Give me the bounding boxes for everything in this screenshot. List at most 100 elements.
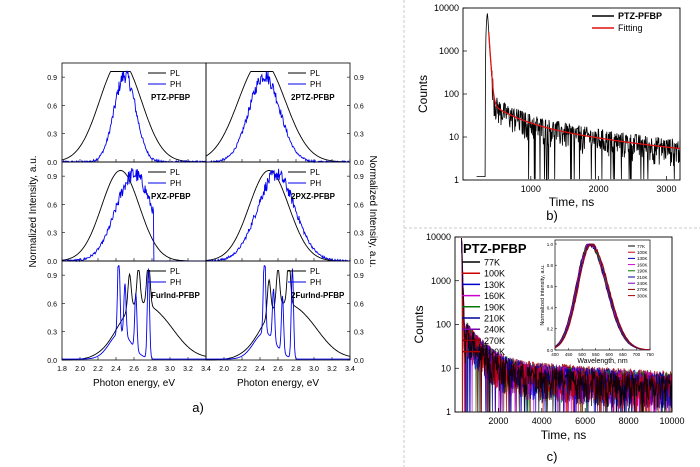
y-tick-label: 0.6 [354,301,364,308]
legend-label-pl: PL [310,267,320,276]
panel-c-label: c) [547,449,558,464]
pl-series-line [62,269,207,361]
y-tick-label: 0.6 [47,301,57,308]
y-axis-label-left: Normalized Intensity, a.u. [28,155,39,267]
ph-series-line [206,71,351,164]
legend-label: 160K [484,291,505,301]
pl-series-line [205,71,350,163]
x-tick-label: 2.8 [147,366,157,373]
inset-x-tick-label: 650 [619,352,627,357]
inset-y-tick-label: 0.2 [547,327,554,332]
inset-x-tick-label: 400 [551,352,559,357]
y-tick-label: 0.9 [47,273,57,280]
inset-y-tick-label: 1.0 [547,242,554,247]
x-tick-label: 2.4 [111,366,121,373]
subplot-name: 2FurInd-PFBP [291,291,345,300]
x-tick-label: 3.2 [183,366,193,373]
subplot-name: 2PXZ-PFBP [291,192,336,201]
y-tick-label: 0.3 [47,231,57,238]
x-axis-label: Time, ns [541,428,587,442]
inset-y-tick-label: 0.0 [547,348,554,353]
panel-a: 0.0 0.3 0.6 0.9 PL PH PTZ-PFBP 0.0 0.3 0.6 0.9 PL PH… [28,62,378,389]
legend-label-pl: PL [170,168,180,177]
x-tick-label: 6000 [575,416,595,426]
y-tick-label: 0.9 [354,174,364,181]
inset-y-tick-label: 0.4 [547,305,554,310]
x-tick-label: 1000 [521,184,541,194]
inset-legend-label: 300K [637,293,648,298]
inset-legend-label: 160K [637,262,648,267]
inset-legend-label: 210K [637,275,648,280]
y-tick-label: 10 [449,132,459,142]
x-tick-label: 2.4 [255,366,265,373]
y-tick-label: 0.3 [47,330,57,337]
x-tick-label: 2.6 [273,366,283,373]
pl-series-line [61,71,206,163]
fit-series-line [488,32,681,150]
ph-series-line [61,70,207,163]
y-tick-label: 0.0 [47,160,57,167]
x-tick-label: 3.4 [345,366,355,373]
y-tick-label: 0.0 [354,259,364,266]
y-tick-label: 0.6 [47,103,57,110]
inset-legend-label: 77K [637,244,645,249]
y-tick-label: 0.6 [354,103,364,110]
x-tick-label: 3.4 [201,366,211,373]
inset-x-tick-label: 550 [592,352,600,357]
y-tick-label: 0.0 [354,358,364,365]
legend-label-pl: PL [310,168,320,177]
inset-x-tick-label: 750 [646,352,654,357]
ph-series-line [62,265,206,360]
y-tick-label: 0.3 [354,231,364,238]
inset-x-tick-label: 600 [606,352,614,357]
inset-x-tick-label: 700 [633,352,641,357]
inset-y-tick-label: 0.6 [547,284,554,289]
legend-label: 190K [484,302,505,312]
y-tick-label: 0.9 [354,273,364,280]
inset-x-tick-label: 500 [578,352,586,357]
subplot-frame [61,260,207,361]
x-tick-label: 2.6 [129,366,139,373]
x-tick-label: 3.0 [309,366,319,373]
x-tick-label: 2.0 [75,366,85,373]
ph-series-line [206,265,350,360]
legend-label: 100K [484,269,505,279]
y-tick-label: 10000 [434,3,459,13]
subplot-name: PTZ-PFBP [151,93,191,102]
x-tick-label: 2.2 [93,366,103,373]
y-tick-label: 0.9 [47,174,57,181]
legend-label-pl: PL [170,267,180,276]
x-axis-label: Photon energy, eV [237,378,319,389]
y-tick-label: 100 [444,89,459,99]
x-tick-label: 2.8 [291,366,301,373]
x-tick-label: 2.0 [219,366,229,373]
x-tick-label: 2.2 [237,366,247,373]
subplot-frame [205,62,351,163]
legend-label-ph: PH [310,278,321,287]
inset-legend-label: 240K [637,281,648,286]
legend-label-ph: PH [310,80,321,89]
legend-label: 210K [484,314,505,324]
y-tick-label: 0.3 [354,330,364,337]
legend-label: 130K [484,280,505,290]
x-tick-label: 8000 [619,416,639,426]
y-axis-label: Counts [412,305,426,343]
inset-x-axis-label: Wavelength, nm [577,358,627,365]
inset-legend-label: 100K [637,250,648,255]
y-axis-label-right: Normalized Intensity, a.u. [367,155,378,267]
y-tick-label: 1000 [439,46,459,56]
legend-label-data: PTZ-PFBP [618,11,662,21]
panel-a-label: a) [192,400,204,415]
x-tick-label: 3.2 [327,366,337,373]
y-tick-label: 0.0 [47,259,57,266]
y-tick-label: 1000 [431,276,451,286]
legend-label: 240K [484,325,505,335]
subplot-frame [61,62,207,163]
legend-label-ph: PH [170,278,181,287]
legend-label: 300K [484,347,505,357]
subplot-name: FurInd-PFBP [151,291,201,300]
y-tick-label: 0.6 [47,202,57,209]
pl-series-line [206,170,350,262]
legend-label-fit: Fitting [618,23,643,33]
legend-label-pl: PL [310,69,320,78]
